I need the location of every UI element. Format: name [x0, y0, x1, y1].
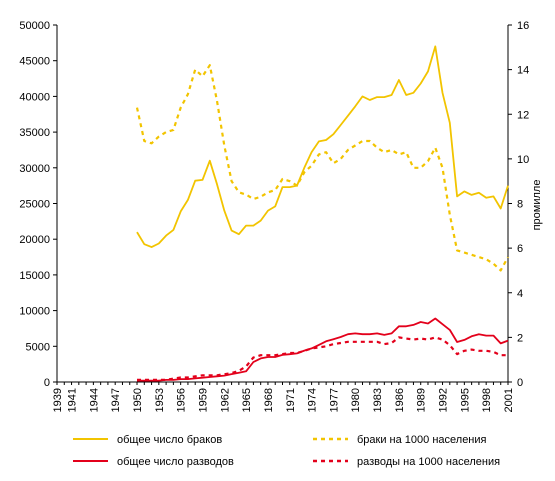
- x-tick-label: 1939: [52, 388, 64, 412]
- legend: общее число браков браки на 1000 населени…: [73, 434, 500, 468]
- legend-label-1: браки на 1000 населения: [357, 434, 487, 446]
- series-line-2: [137, 317, 509, 382]
- x-tick-label: 1953: [154, 388, 166, 412]
- series-line-3: [137, 336, 508, 381]
- y2-tick-label: 4: [517, 288, 523, 300]
- x-tick-label: 1995: [459, 388, 471, 412]
- y-tick-label: 45000: [19, 56, 50, 68]
- x-tick-label: 1992: [438, 388, 450, 412]
- y-tick-label: 35000: [19, 127, 50, 139]
- x-tick-label: 1956: [176, 388, 188, 412]
- x-tick-label: 1965: [241, 388, 253, 412]
- y-tick-label: 40000: [19, 91, 50, 103]
- y2-tick-label: 8: [517, 199, 523, 211]
- x-tick-label: 1983: [372, 388, 384, 412]
- x-tick-label: 1980: [350, 388, 362, 412]
- legend-label-3: разводы на 1000 населения: [357, 456, 500, 468]
- legend-label-0: общее число браков: [117, 434, 222, 446]
- series-layer: [135, 45, 509, 382]
- x-tick-label: 1986: [394, 388, 406, 412]
- x-tick-label: 1977: [328, 388, 340, 412]
- series-line-1: [135, 64, 509, 272]
- x-tick-label: 1962: [219, 388, 231, 412]
- y2-tick-label: 6: [517, 243, 523, 255]
- x-tick-label: 1968: [263, 388, 275, 412]
- x-tick-label: 1944: [88, 388, 100, 412]
- y-tick-label: 15000: [19, 270, 50, 282]
- y2-tick-label: 12: [517, 109, 529, 121]
- x-tick-label: 1989: [416, 388, 428, 412]
- y-tick-label: 0: [44, 377, 50, 389]
- y2-tick-label: 0: [517, 377, 523, 389]
- y-tick-label: 25000: [19, 199, 50, 211]
- y-tick-label: 30000: [19, 163, 50, 175]
- x-tick-label: 1998: [481, 388, 493, 412]
- series-line-0: [136, 45, 509, 249]
- y-tick-label: 20000: [19, 234, 50, 246]
- y2-tick-label: 16: [517, 20, 529, 32]
- y2-tick-label: 10: [517, 154, 529, 166]
- x-tick-label: 1941: [67, 388, 79, 412]
- y-tick-label: 5000: [26, 341, 50, 353]
- x-tick-label: 1950: [132, 388, 144, 412]
- x-tick-label: 1947: [110, 388, 122, 412]
- legend-label-2: общее число разводов: [117, 456, 234, 468]
- y2-axis-title: промилле: [531, 180, 543, 231]
- x-tick-label: 1974: [307, 388, 319, 412]
- axes: 0 5000 10000 15000 20000 25000 30000 35000 40000…: [19, 20, 529, 412]
- y-tick-label: 50000: [19, 20, 50, 32]
- x-tick-label: 2001: [503, 388, 515, 412]
- x-tick-label: 1971: [285, 388, 297, 412]
- x-tick-label: 1959: [197, 388, 209, 412]
- y2-tick-label: 2: [517, 332, 523, 344]
- y-tick-label: 10000: [19, 306, 50, 318]
- y2-tick-label: 14: [517, 65, 529, 77]
